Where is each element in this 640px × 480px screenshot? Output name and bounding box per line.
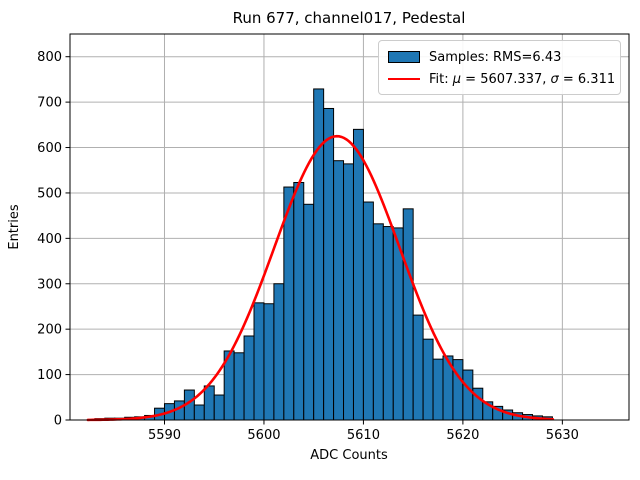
axes-frame: [69, 33, 630, 421]
y-tick-label: 600: [37, 141, 62, 156]
chart-content: 5590 5600 5610 5620 5630 0 100 200 300 400 500 600 7…: [37, 33, 630, 443]
histogram-bar: [243, 335, 255, 421]
histogram-bar: [362, 201, 374, 421]
histogram-bar: [303, 203, 315, 421]
histogram-bar: [273, 283, 285, 421]
x-axis-label: ADC Counts: [310, 448, 388, 463]
x-tick-label: 5620: [446, 428, 479, 443]
histogram-bar: [422, 338, 434, 421]
x-tick-label: 5610: [347, 428, 380, 443]
histogram-bar: [203, 385, 215, 421]
histogram-bar: [352, 128, 364, 421]
histogram-bar: [462, 369, 474, 421]
histogram-bar: [233, 352, 245, 421]
y-tick-label: 800: [37, 50, 62, 65]
y-tick-label: 400: [37, 232, 62, 247]
histogram-bar: [323, 107, 335, 421]
legend-item-fit: Fit: μ = 5607.337, σ = 6.311: [388, 68, 615, 90]
fit-label-prefix: Fit:: [429, 71, 453, 87]
legend-item-samples: Samples: RMS=6.43: [388, 46, 611, 68]
mu-symbol: μ: [452, 71, 462, 87]
histogram-bar: [293, 181, 305, 421]
histogram-bar: [283, 186, 295, 421]
histogram-bar: [333, 160, 345, 421]
y-tick-label: 500: [37, 186, 62, 201]
chart-title: Run 677, channel017, Pedestal: [233, 9, 466, 27]
y-tick-label: 100: [37, 368, 62, 383]
histogram-bar: [313, 88, 325, 421]
fit-line-swatch: [388, 78, 420, 80]
fit-label-mu-value: = 5607.337,: [461, 71, 551, 87]
y-axis-label: Entries: [7, 204, 22, 250]
histogram-bar: [343, 163, 354, 421]
y-tick-label: 300: [37, 277, 62, 292]
x-tick-label: 5600: [247, 428, 280, 443]
legend-label-samples: Samples: RMS=6.43: [429, 49, 562, 65]
histogram-bar: [432, 358, 444, 421]
histogram-bar: [382, 226, 394, 421]
fit-label-sigma-value: = 6.311: [558, 71, 616, 87]
sigma-symbol: σ: [550, 71, 559, 87]
legend-label-fit: Fit: μ = 5607.337, σ = 6.311: [429, 72, 615, 87]
histogram-bar: [193, 404, 205, 421]
y-tick-label: 200: [37, 323, 62, 338]
histogram-bar: [263, 303, 275, 421]
fit-curve: [86, 134, 555, 422]
x-tick-label: 5590: [148, 428, 181, 443]
legend: Samples: RMS=6.43 Fit: μ = 5607.337, σ =…: [378, 40, 621, 95]
histogram-bar: [412, 314, 424, 421]
histogram-bar: [372, 223, 384, 421]
x-tick-label: 5630: [546, 428, 579, 443]
histogram-swatch: [388, 51, 420, 63]
histogram-bar: [253, 302, 265, 421]
y-tick-label: 700: [37, 96, 62, 111]
y-tick-label: 0: [54, 414, 62, 429]
histogram-bar: [402, 208, 414, 421]
histogram-bar: [213, 394, 225, 421]
